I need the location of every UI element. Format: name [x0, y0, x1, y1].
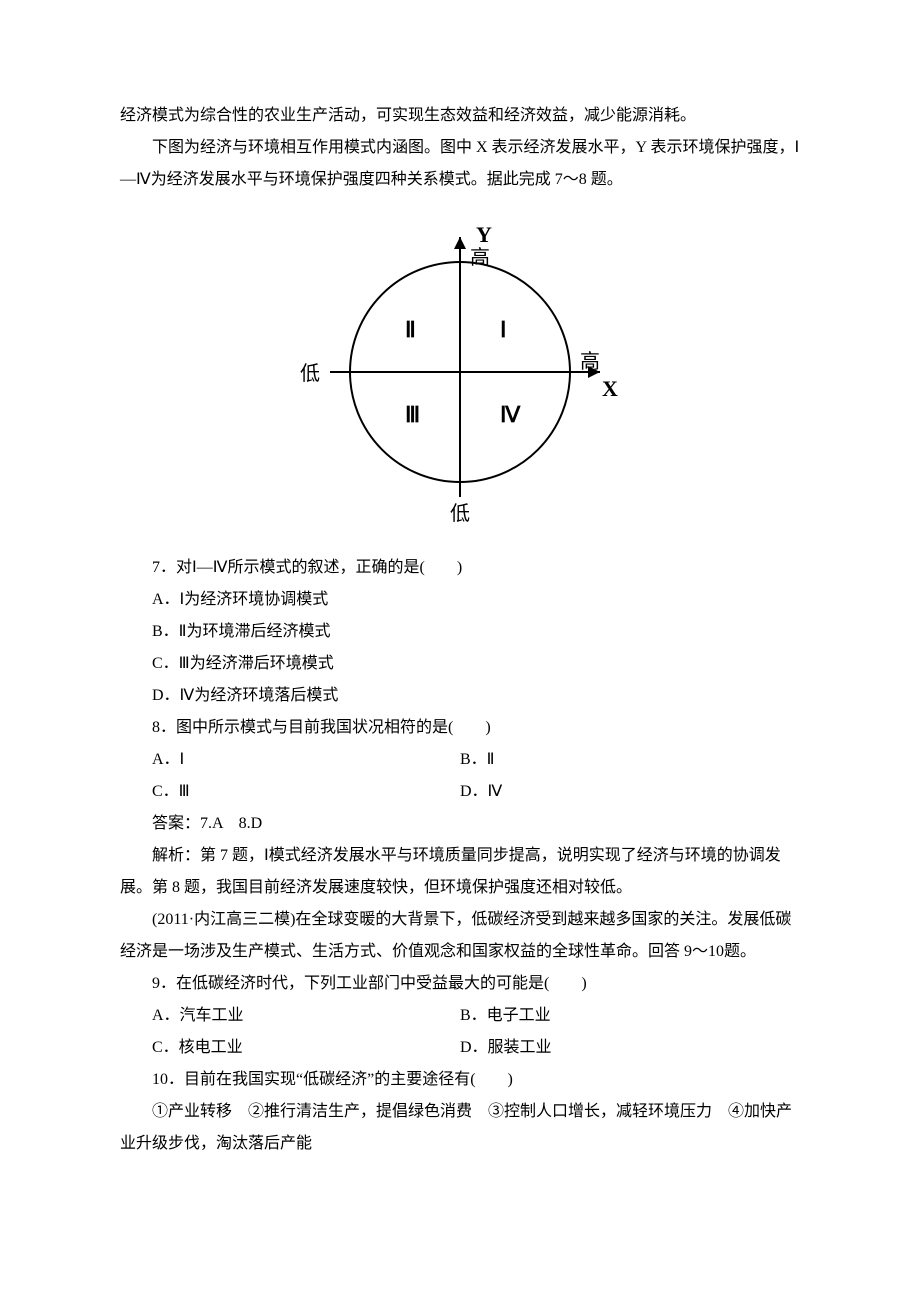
label-high-top: 高 — [470, 246, 490, 269]
q10-options: ①产业转移 ②推行清洁生产，提倡绿色消费 ③控制人口增长，减轻环境压力 ④加快产… — [120, 1096, 800, 1160]
q7-option-c: C．Ⅲ为经济滞后环境模式 — [120, 648, 800, 680]
label-low-bottom: 低 — [450, 502, 470, 525]
q8-option-c: C．Ⅲ — [120, 776, 460, 808]
q8-option-d: D．Ⅳ — [460, 776, 800, 808]
block-910-intro: (2011·内江高三二模)在全球变暖的大背景下，低碳经济受到越来越多国家的关注。… — [120, 904, 800, 968]
q8-option-b: B．Ⅱ — [460, 744, 800, 776]
quad-4: Ⅳ — [500, 402, 521, 427]
q8-row-ab: A．Ⅰ B．Ⅱ — [120, 744, 800, 776]
page: 经济模式为综合性的农业生产活动，可实现生态效益和经济效益，减少能源消耗。 下图为… — [0, 0, 920, 1302]
econ-env-diagram: Y X 高 高 低 低 Ⅰ Ⅱ Ⅲ Ⅳ — [280, 212, 640, 532]
label-low-left: 低 — [300, 362, 320, 385]
x-label: X — [602, 376, 618, 401]
diagram-intro: 下图为经济与环境相互作用模式内涵图。图中 X 表示经济发展水平，Y 表示环境保护… — [120, 132, 800, 196]
q9-option-d: D．服装工业 — [460, 1032, 800, 1064]
q7-option-a: A．Ⅰ为经济环境协调模式 — [120, 584, 800, 616]
q7-option-d: D．Ⅳ为经济环境落后模式 — [120, 680, 800, 712]
diagram-container: Y X 高 高 低 低 Ⅰ Ⅱ Ⅲ Ⅳ — [120, 212, 800, 544]
q7-option-b: B．Ⅱ为环境滞后经济模式 — [120, 616, 800, 648]
q9-row-ab: A．汽车工业 B．电子工业 — [120, 1000, 800, 1032]
q8-option-a: A．Ⅰ — [120, 744, 460, 776]
y-label: Y — [476, 222, 492, 247]
q9-stem: 9．在低碳经济时代，下列工业部门中受益最大的可能是( ) — [120, 968, 800, 1000]
quad-2: Ⅱ — [405, 317, 416, 342]
intro-continuation: 经济模式为综合性的农业生产活动，可实现生态效益和经济效益，减少能源消耗。 — [120, 100, 800, 132]
answer-78: 答案：7.A 8.D — [120, 808, 800, 840]
quad-1: Ⅰ — [500, 317, 507, 342]
q10-stem: 10．目前在我国实现“低碳经济”的主要途径有( ) — [120, 1064, 800, 1096]
explanation-78: 解析：第 7 题，Ⅰ模式经济发展水平与环境质量同步提高，说明实现了经济与环境的协… — [120, 840, 800, 904]
quad-3: Ⅲ — [405, 402, 420, 427]
q8-stem: 8．图中所示模式与目前我国状况相符的是( ) — [120, 712, 800, 744]
label-high-right: 高 — [580, 350, 600, 373]
y-axis-arrow — [454, 237, 466, 249]
q8-row-cd: C．Ⅲ D．Ⅳ — [120, 776, 800, 808]
q9-option-b: B．电子工业 — [460, 1000, 800, 1032]
q9-option-c: C．核电工业 — [120, 1032, 460, 1064]
q9-row-cd: C．核电工业 D．服装工业 — [120, 1032, 800, 1064]
q7-stem: 7．对Ⅰ—Ⅳ所示模式的叙述，正确的是( ) — [120, 552, 800, 584]
q9-option-a: A．汽车工业 — [120, 1000, 460, 1032]
